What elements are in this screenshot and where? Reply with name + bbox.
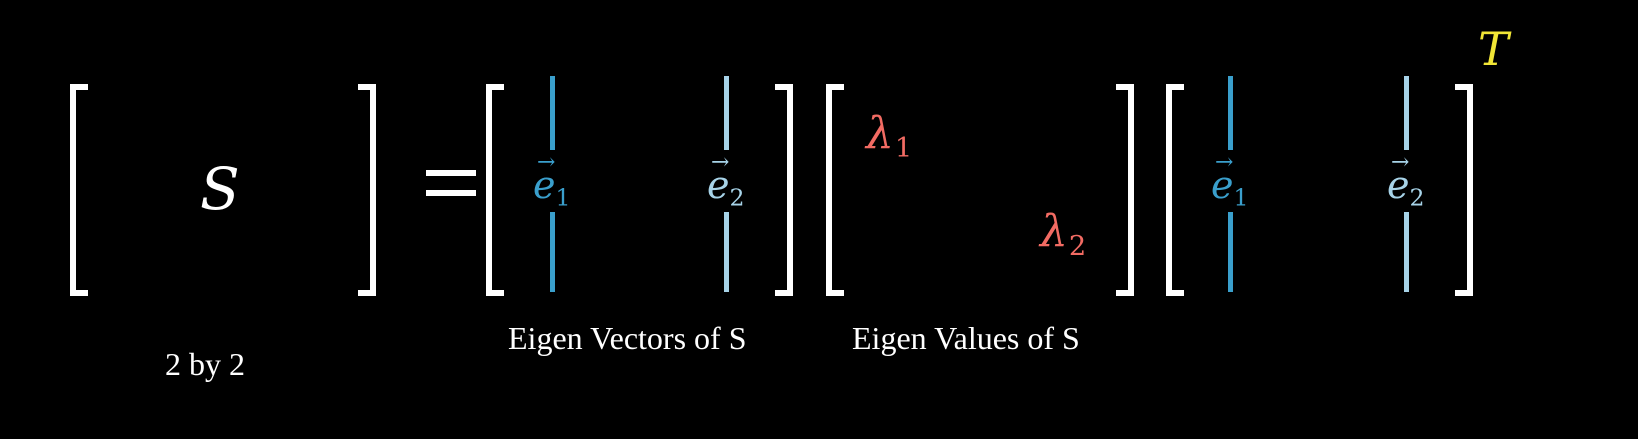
caption-eigenvectors: Eigen Vectors of S xyxy=(508,320,747,356)
transposed-eigenvector-2-bar-bottom xyxy=(1404,212,1409,292)
eigenvector-1-bar-bottom xyxy=(550,212,555,292)
transposed-eigenvector-2-bar-top xyxy=(1404,76,1409,150)
transposed-matrix-right-bracket xyxy=(1455,84,1473,296)
eigenvector-2-label: → e2 xyxy=(707,150,745,212)
eigenvalue-2-label: λ2 xyxy=(1040,206,1087,262)
eigenvector-1-bar-top xyxy=(550,76,555,150)
eigenvector-matrix-right-bracket xyxy=(775,84,793,296)
eigenvector-2-bar-top xyxy=(724,76,729,150)
caption-eigenvalues: Eigen Values of S xyxy=(852,320,1080,356)
transposed-eigenvector-1-bar-bottom xyxy=(1228,212,1233,292)
eigenvalue-1-label: λ1 xyxy=(866,108,913,164)
equals-sign: = xyxy=(426,170,476,196)
eigenvector-matrix-left-bracket xyxy=(486,84,504,296)
transposed-eigenvector-2-label: → e2 xyxy=(1387,150,1425,212)
matrix-s-left-bracket xyxy=(70,84,88,296)
transpose-superscript: T xyxy=(1478,22,1509,76)
transposed-matrix-left-bracket xyxy=(1166,84,1184,296)
eigenvector-2-bar-bottom xyxy=(724,212,729,292)
transposed-eigenvector-1-label: → e1 xyxy=(1211,150,1249,212)
caption-size: 2 by 2 xyxy=(165,346,245,382)
eigenvalue-matrix-right-bracket xyxy=(1116,84,1134,296)
matrix-s-right-bracket xyxy=(358,84,376,296)
eigenvector-1-label: → e1 xyxy=(533,150,571,212)
transposed-eigenvector-1-bar-top xyxy=(1228,76,1233,150)
eigenvalue-matrix-left-bracket xyxy=(826,84,844,296)
matrix-s-symbol: S xyxy=(200,155,240,223)
